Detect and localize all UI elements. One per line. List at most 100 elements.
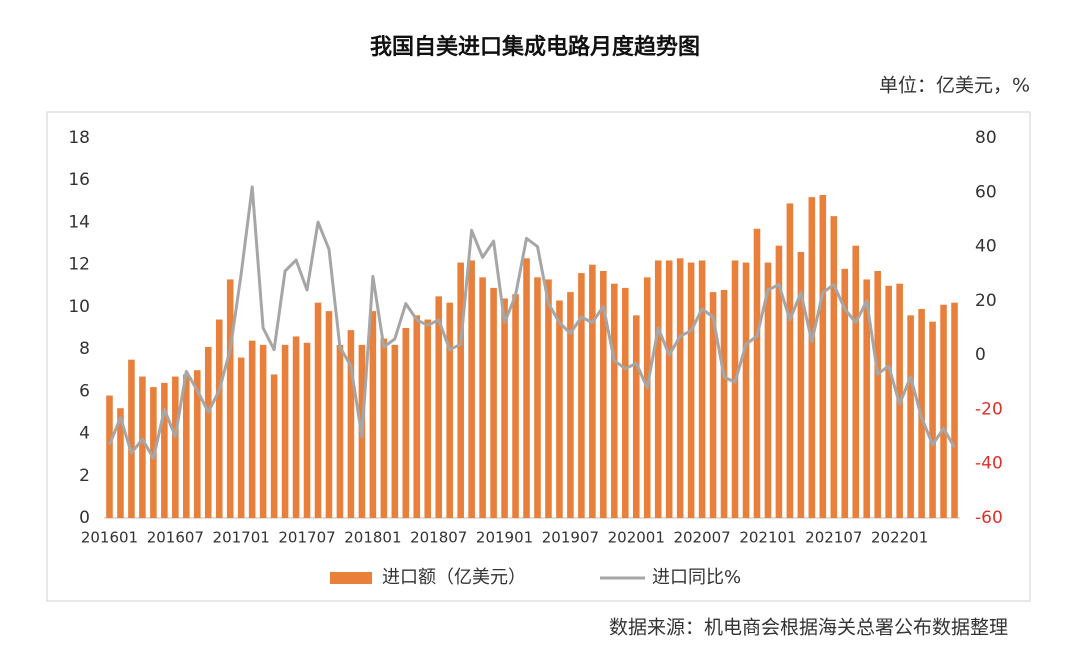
bar [369, 311, 377, 518]
x-tick-label: 201701 [213, 529, 270, 547]
y-tick-label: 4 [79, 424, 90, 444]
bar [687, 262, 695, 518]
bar [852, 245, 860, 518]
bar [665, 260, 673, 518]
bar [786, 203, 794, 518]
y2-tick-label: 0 [975, 345, 986, 365]
bar [117, 408, 124, 518]
bar [885, 285, 892, 518]
bar [523, 258, 530, 518]
bar [742, 262, 750, 518]
bar [468, 260, 475, 518]
legend-swatch [330, 572, 372, 584]
bar [479, 277, 486, 518]
bar [303, 342, 311, 518]
bar [325, 311, 333, 518]
x-tick-label: 201907 [542, 529, 599, 547]
bar [204, 347, 212, 518]
bar [819, 195, 827, 518]
y-tick-label: 2 [79, 466, 90, 486]
bar [391, 344, 399, 518]
bar [841, 268, 849, 518]
bar [248, 340, 256, 518]
bar [336, 344, 344, 518]
bar [589, 264, 596, 518]
bar [128, 359, 135, 518]
x-tick-label: 202107 [805, 529, 862, 547]
unit-label: 单位：亿美元，% [879, 75, 1030, 97]
x-tick-label: 201901 [476, 529, 533, 547]
bar [106, 395, 113, 518]
x-tick-label: 201807 [410, 529, 467, 547]
bar [545, 279, 552, 518]
bar [292, 336, 300, 518]
bar [764, 262, 772, 518]
bar [797, 252, 805, 518]
bar [731, 260, 739, 518]
bar [632, 315, 640, 518]
bar [643, 277, 651, 518]
y-tick-label: 0 [79, 508, 90, 528]
x-tick-label: 202001 [608, 529, 665, 547]
bar [380, 338, 388, 518]
bar [775, 245, 783, 518]
x-tick-label: 202101 [739, 529, 796, 547]
bar [709, 292, 717, 518]
bar [193, 370, 201, 518]
bar [863, 279, 871, 518]
y-tick-label: 6 [79, 381, 90, 401]
y-tick-label: 16 [68, 170, 90, 190]
y2-tick-label: -40 [975, 454, 1003, 474]
y2-tick-label: 20 [975, 291, 997, 311]
bar [698, 260, 706, 518]
y2-tick-label: -60 [975, 508, 1003, 528]
y-tick-label: 10 [68, 297, 90, 317]
bar [215, 319, 223, 518]
legend-label: 进口额（亿美元） [382, 567, 526, 588]
bar [457, 262, 464, 518]
bar [139, 376, 146, 518]
bar [435, 296, 443, 518]
x-tick-label: 201607 [147, 529, 204, 547]
bar [501, 298, 508, 518]
y2-tick-label: 60 [975, 182, 997, 202]
legend-label: 进口同比% [652, 567, 741, 588]
bar [281, 344, 289, 518]
bar [183, 374, 190, 518]
bar [237, 357, 245, 518]
bar [600, 271, 607, 518]
bar [874, 271, 881, 518]
bar [830, 216, 838, 518]
plot-frame [46, 111, 1031, 602]
bar [161, 382, 168, 518]
bar [621, 287, 629, 518]
bar [226, 279, 234, 518]
y-tick-label: 14 [68, 212, 90, 232]
bar [413, 315, 421, 518]
bar [512, 294, 519, 518]
x-tick-label: 202007 [673, 529, 730, 547]
bar [534, 277, 541, 518]
x-tick-label: 201707 [278, 529, 335, 547]
y-tick-label: 12 [68, 255, 90, 275]
bar [347, 330, 355, 518]
bar [446, 302, 453, 518]
bar [490, 287, 497, 518]
line [108, 185, 956, 460]
y2-tick-label: 40 [975, 237, 997, 257]
chart-title: 我国自美进口集成电路月度趋势图 [370, 34, 700, 60]
source-note: 数据来源：机电商会根据海关总署公布数据整理 [609, 617, 1008, 639]
bar [611, 283, 618, 518]
bar [567, 292, 574, 518]
bar [556, 300, 563, 518]
bar [951, 302, 958, 518]
bar [940, 304, 947, 518]
x-tick-label: 201801 [344, 529, 401, 547]
bar [402, 328, 410, 518]
bar [808, 197, 816, 518]
bar [929, 321, 936, 518]
bar [314, 302, 322, 518]
y2-tick-label: 80 [975, 128, 997, 148]
y-tick-label: 8 [79, 339, 90, 359]
